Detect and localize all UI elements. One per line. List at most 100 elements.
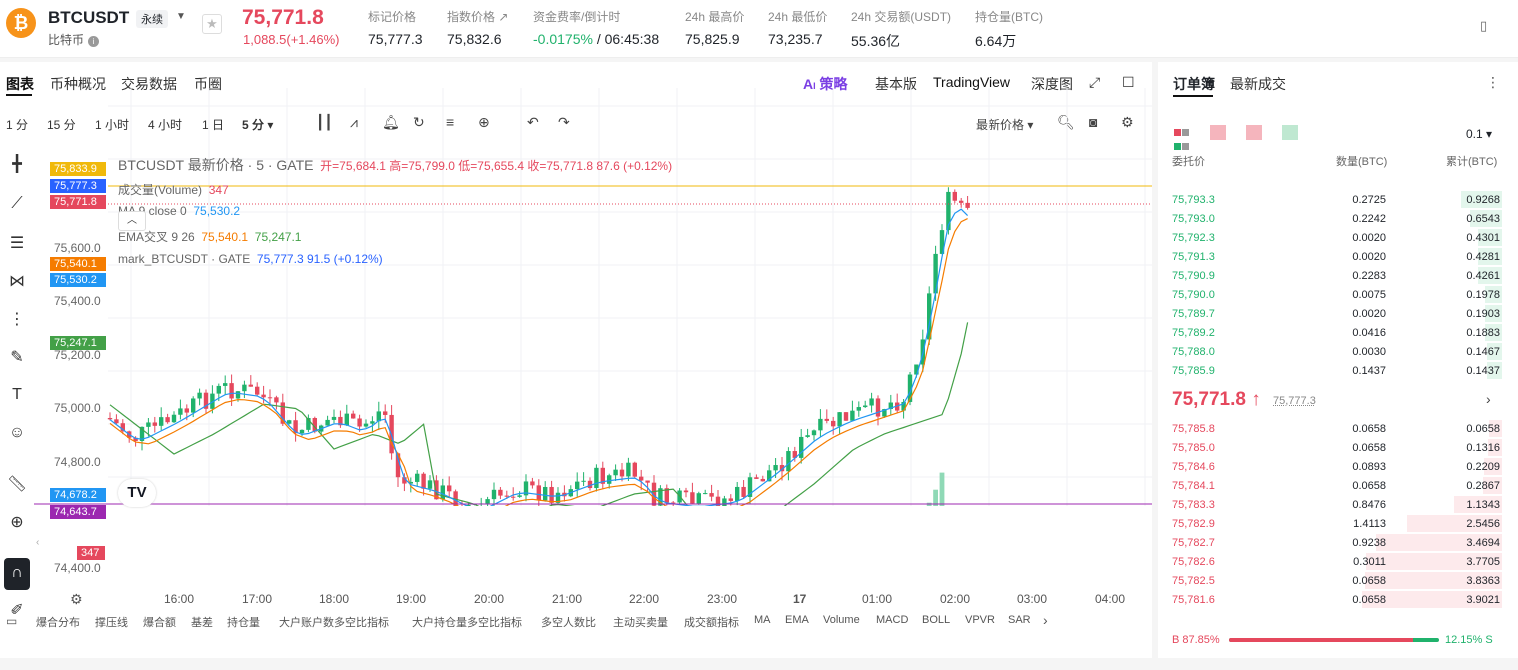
bid-row[interactable]: 75,790.0 0.0075 0.1978 — [1172, 285, 1502, 304]
timeframe-5m[interactable]: 5 分 ▾ — [242, 118, 274, 132]
timezone-settings-icon[interactable]: ⚙ — [70, 591, 83, 607]
bid-row[interactable]: 75,790.9 0.2283 0.4261 — [1172, 266, 1502, 285]
redo-icon[interactable]: ↷ — [558, 114, 570, 130]
indicator-2[interactable]: 爆合额 — [143, 617, 176, 629]
indicator-3[interactable]: 基差 — [191, 617, 213, 629]
undo-icon[interactable]: ↶ — [527, 114, 539, 130]
settings-gear-icon[interactable]: ⚙ — [1121, 114, 1134, 130]
lock-icon[interactable]: ✐ — [10, 602, 24, 619]
price-chart[interactable] — [34, 88, 1152, 506]
x-axis-label: 23:00 — [707, 592, 738, 606]
indicator-6[interactable]: 大户持仓量多空比指标 — [412, 617, 522, 629]
window-icon[interactable]: ☐ — [1122, 74, 1135, 90]
indicator-15[interactable]: VPVR — [965, 614, 995, 626]
strategy-button[interactable]: AI 策略 — [803, 76, 848, 92]
tab-recent-trades[interactable]: 最新成交 — [1230, 76, 1286, 92]
indicator-12[interactable]: Volume — [823, 614, 860, 626]
bid-row[interactable]: 75,789.2 0.0416 0.1883 — [1172, 323, 1502, 342]
symbol-name[interactable]: BTCUSDT — [48, 8, 130, 27]
bid-row[interactable]: 75,789.7 0.0020 0.1903 — [1172, 304, 1502, 323]
view-depth-chart[interactable]: 深度图 — [1031, 76, 1073, 92]
orderbook-view-bids-only-icon[interactable] — [1246, 125, 1262, 140]
indicators-icon[interactable]: ⩘ — [350, 114, 358, 130]
more-chevron-icon[interactable]: › — [1486, 391, 1491, 407]
text-tool-icon[interactable]: T — [12, 386, 22, 403]
bookmark-icon[interactable]: ▯ — [1480, 18, 1488, 33]
zoom-in-icon[interactable]: ⊕ — [10, 514, 24, 531]
stat-index-price[interactable]: 指数价格 ↗ 75,832.6 — [447, 10, 509, 47]
expand-icon[interactable]: ⤢ — [1089, 74, 1101, 90]
bid-row[interactable]: 75,793.0 0.2242 0.6543 — [1172, 209, 1502, 228]
timeframe-1d[interactable]: 1 日 — [202, 118, 225, 132]
price-source-select[interactable]: 最新价格 ▾ — [976, 118, 1034, 132]
pattern-icon[interactable]: ⋈ — [9, 273, 25, 290]
indicator-9[interactable]: 成交额指标 — [684, 617, 739, 629]
symbol-dropdown-icon[interactable]: ▼ — [176, 11, 186, 22]
tab-coin-circle[interactable]: 币圈 — [194, 76, 222, 92]
scroll-right-icon[interactable]: › — [1043, 612, 1048, 628]
ask-row[interactable]: 75,784.6 0.0893 0.2209 — [1172, 457, 1502, 476]
bid-row[interactable]: 75,785.9 0.1437 0.1437 — [1172, 361, 1502, 380]
channel-icon[interactable]: ⋮ — [9, 311, 25, 328]
favorite-star-icon[interactable]: ★ — [202, 14, 222, 34]
tab-coin-overview[interactable]: 币种概况 — [50, 76, 106, 92]
trendline-icon[interactable]: ⟋ — [11, 195, 23, 212]
ask-row[interactable]: 75,782.5 0.0658 3.8363 — [1172, 571, 1502, 590]
indicator-1[interactable]: 撑压线 — [95, 617, 128, 629]
ask-row[interactable]: 75,784.1 0.0658 0.2867 — [1172, 476, 1502, 495]
ask-row[interactable]: 75,781.6 0.0658 3.9021 — [1172, 590, 1502, 609]
bid-row[interactable]: 75,793.3 0.2725 0.9268 — [1172, 190, 1502, 209]
more-menu-icon[interactable]: ⋮ — [1486, 74, 1500, 90]
bid-row[interactable]: 75,791.3 0.0020 0.4281 — [1172, 247, 1502, 266]
ask-row[interactable]: 75,785.8 0.0658 0.0658 — [1172, 419, 1502, 438]
ask-row[interactable]: 75,785.0 0.0658 0.1316 — [1172, 438, 1502, 457]
orderbook-view-bids-icon[interactable] — [1282, 125, 1298, 140]
orderbook-view-both-icon[interactable] — [1174, 125, 1189, 153]
tab-chart[interactable]: 图表 — [6, 76, 34, 92]
timeframe-15m[interactable]: 15 分 — [47, 118, 76, 132]
indicator-panel-icon[interactable]: ▭ — [6, 614, 18, 628]
tab-trade-data[interactable]: 交易数据 — [121, 76, 177, 92]
search-icon[interactable]: 🔍︎ — [1057, 114, 1075, 130]
view-tradingview[interactable]: TradingView — [933, 74, 1011, 90]
alert-icon[interactable]: 🔔︎ — [382, 114, 400, 130]
indicator-16[interactable]: SAR — [1008, 614, 1031, 626]
candle-type-icon[interactable]: ┃┃ — [316, 114, 333, 130]
ask-row[interactable]: 75,782.6 0.3011 3.7705 — [1172, 552, 1502, 571]
indicator-7[interactable]: 多空人数比 — [541, 617, 596, 629]
timeframe-1h[interactable]: 1 小时 — [95, 118, 130, 132]
orderbook-view-asks-icon[interactable] — [1210, 125, 1226, 140]
indicator-14[interactable]: BOLL — [922, 614, 951, 626]
indicator-0[interactable]: 爆合分布 — [36, 617, 80, 629]
precision-select[interactable]: 0.1 ▾ — [1466, 127, 1493, 141]
camera-icon[interactable]: ◙ — [1089, 114, 1098, 130]
brush-icon[interactable]: ✎ — [10, 349, 24, 366]
collapse-legend-button[interactable]: ︿ — [118, 211, 146, 231]
indicator-11[interactable]: EMA — [785, 614, 809, 626]
bid-row[interactable]: 75,792.3 0.0020 0.4301 — [1172, 228, 1502, 247]
magnet-icon[interactable]: ∩ — [4, 558, 30, 590]
template-icon[interactable]: ≡ — [446, 114, 455, 130]
crosshair-icon[interactable]: ╋ — [12, 156, 22, 173]
timeframe-1m[interactable]: 1 分 — [6, 118, 29, 132]
ask-row[interactable]: 75,782.9 1.4113 2.5456 — [1172, 514, 1502, 533]
ask-row[interactable]: 75,782.7 0.9238 3.4694 — [1172, 533, 1502, 552]
timeframe-4h[interactable]: 4 小时 — [148, 118, 183, 132]
indicator-13[interactable]: MACD — [876, 614, 909, 626]
indicator-8[interactable]: 主动买卖量 — [613, 617, 668, 629]
bid-row[interactable]: 75,788.0 0.0030 0.1467 — [1172, 342, 1502, 361]
replay-icon[interactable]: ↻ — [413, 114, 425, 130]
tab-orderbook[interactable]: 订单簿 — [1173, 76, 1215, 92]
collapse-toolbar-icon[interactable]: ‹ — [36, 537, 40, 548]
indicator-10[interactable]: MA — [754, 614, 771, 626]
ruler-icon[interactable]: 📏︎ — [6, 476, 28, 493]
candle — [575, 481, 580, 490]
indicator-4[interactable]: 持仓量 — [227, 617, 260, 629]
emoji-icon[interactable]: ☺ — [8, 424, 26, 441]
indicator-5[interactable]: 大户账户数多空比指标 — [279, 617, 389, 629]
add-icon[interactable]: ⊕ — [478, 114, 490, 130]
info-icon[interactable]: i — [88, 36, 100, 47]
ask-row[interactable]: 75,783.3 0.8476 1.1343 — [1172, 495, 1502, 514]
fib-lines-icon[interactable]: ☰ — [9, 235, 25, 252]
view-basic[interactable]: 基本版 — [875, 76, 917, 92]
